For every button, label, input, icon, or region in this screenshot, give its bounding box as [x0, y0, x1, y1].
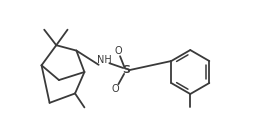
Text: S: S	[122, 65, 130, 75]
Text: O: O	[112, 84, 120, 94]
Text: O: O	[114, 46, 122, 56]
Text: NH: NH	[97, 55, 112, 65]
